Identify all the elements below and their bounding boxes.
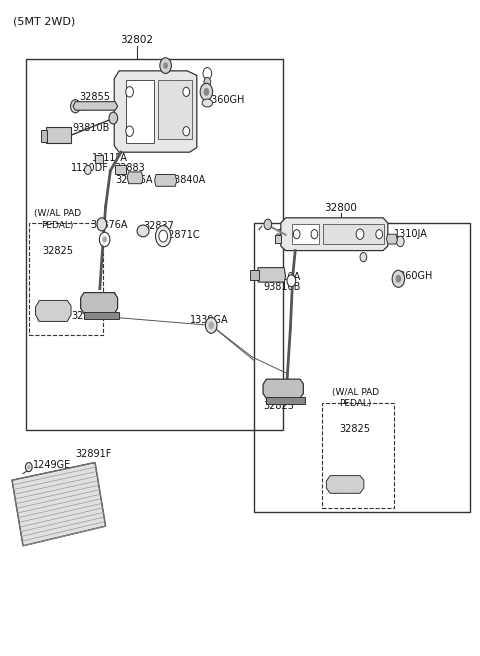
Circle shape (200, 83, 213, 100)
Circle shape (126, 126, 133, 136)
Circle shape (156, 226, 171, 247)
Circle shape (183, 127, 190, 136)
Bar (322, 403, 394, 508)
Circle shape (162, 176, 169, 185)
Text: 32876A: 32876A (90, 220, 128, 230)
Text: 32855: 32855 (80, 92, 110, 102)
Polygon shape (275, 235, 281, 243)
Circle shape (396, 236, 404, 247)
Circle shape (205, 318, 217, 333)
Polygon shape (257, 268, 286, 282)
Circle shape (287, 275, 296, 287)
Polygon shape (158, 80, 192, 139)
Text: 93810B: 93810B (263, 282, 300, 292)
Circle shape (204, 77, 211, 87)
Polygon shape (155, 174, 177, 186)
Text: 1249GE: 1249GE (33, 460, 71, 470)
Text: 32876A: 32876A (115, 175, 153, 185)
Circle shape (376, 230, 383, 239)
Polygon shape (95, 155, 103, 163)
Text: 1360GH: 1360GH (206, 95, 246, 105)
Polygon shape (81, 293, 118, 314)
Circle shape (84, 165, 91, 174)
Text: 1311FA: 1311FA (92, 153, 128, 163)
Polygon shape (41, 130, 47, 142)
Text: 32825: 32825 (42, 246, 73, 256)
Text: (5MT 2WD): (5MT 2WD) (13, 16, 76, 26)
Text: 32825: 32825 (263, 401, 294, 411)
Bar (26, 59, 283, 430)
Polygon shape (126, 80, 154, 143)
Circle shape (97, 218, 107, 231)
Polygon shape (115, 165, 126, 174)
Circle shape (163, 62, 168, 69)
Polygon shape (12, 462, 106, 546)
Circle shape (311, 230, 318, 239)
Circle shape (109, 112, 118, 124)
Ellipse shape (137, 225, 149, 237)
Polygon shape (386, 234, 397, 244)
Circle shape (183, 87, 190, 96)
Circle shape (264, 219, 272, 230)
Text: 32891F: 32891F (75, 449, 112, 459)
Circle shape (27, 465, 30, 469)
Circle shape (102, 236, 107, 243)
Polygon shape (73, 102, 118, 110)
Ellipse shape (202, 99, 213, 107)
Text: 1311FA: 1311FA (277, 229, 313, 239)
Text: 32825: 32825 (71, 312, 102, 321)
Circle shape (159, 230, 168, 242)
Circle shape (99, 232, 110, 247)
Polygon shape (127, 172, 143, 184)
Polygon shape (114, 71, 197, 152)
Polygon shape (36, 300, 71, 321)
Circle shape (131, 173, 138, 182)
Text: 32883: 32883 (114, 163, 145, 173)
Bar (29, 223, 103, 335)
Text: 32871C: 32871C (162, 230, 200, 240)
Circle shape (71, 100, 80, 113)
Text: 1120DF: 1120DF (71, 163, 109, 173)
Polygon shape (281, 218, 388, 251)
Circle shape (360, 253, 367, 262)
Circle shape (392, 270, 405, 287)
Polygon shape (326, 476, 364, 493)
Polygon shape (46, 127, 71, 143)
Text: 1310JA: 1310JA (394, 229, 428, 239)
Polygon shape (84, 312, 119, 319)
Polygon shape (292, 224, 319, 244)
Circle shape (160, 58, 171, 73)
Circle shape (396, 275, 401, 283)
Polygon shape (266, 397, 305, 404)
Circle shape (204, 88, 209, 96)
Circle shape (80, 102, 86, 110)
Text: (W/AL PAD
PEDAL): (W/AL PAD PEDAL) (332, 388, 379, 408)
Circle shape (276, 233, 280, 239)
Text: (W/AL PAD
PEDAL): (W/AL PAD PEDAL) (34, 209, 81, 230)
Circle shape (356, 229, 364, 239)
Circle shape (208, 321, 214, 329)
Circle shape (25, 462, 32, 472)
Text: 32825: 32825 (340, 424, 371, 434)
Circle shape (293, 230, 300, 239)
Text: 32802: 32802 (120, 35, 153, 45)
Circle shape (203, 68, 212, 79)
Text: 1339GA: 1339GA (190, 316, 228, 325)
Text: 32800: 32800 (324, 203, 357, 213)
Circle shape (126, 87, 133, 97)
Polygon shape (323, 224, 384, 244)
Text: 93810A: 93810A (263, 272, 300, 282)
Polygon shape (250, 270, 259, 280)
Text: 93840A: 93840A (168, 175, 205, 185)
Bar (254, 223, 470, 512)
Text: 93810B: 93810B (72, 123, 109, 133)
Text: 1360GH: 1360GH (394, 271, 433, 281)
Text: 32837: 32837 (143, 221, 174, 231)
Polygon shape (263, 379, 303, 398)
